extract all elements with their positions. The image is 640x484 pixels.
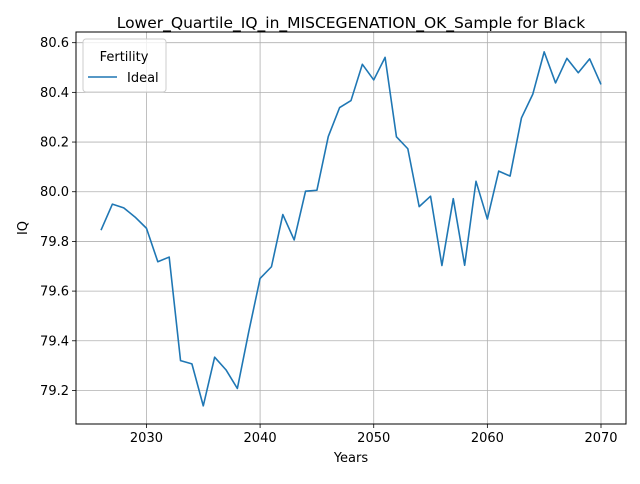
- legend: Fertility Ideal: [82, 38, 167, 93]
- series-line-ideal: [100, 51, 602, 407]
- x-tick-label: 2060: [471, 431, 504, 446]
- axis-ticks: 2030 2040 2050 2060 2070 79.2 79.4 79.6 79.8 80.0…: [40, 36, 618, 446]
- series-lines: [100, 51, 602, 407]
- y-tick-label: 79.4: [40, 334, 69, 349]
- x-tick-label: 2070: [584, 431, 617, 446]
- plot-frame: [75, 31, 627, 425]
- y-tick-label: 80.4: [40, 86, 69, 101]
- y-tick-label: 79.8: [40, 235, 69, 250]
- y-axis-label: IQ: [16, 221, 31, 235]
- x-tick-label: 2050: [357, 431, 390, 446]
- y-tick-label: 79.6: [40, 285, 69, 300]
- legend-box: [82, 38, 167, 93]
- x-tick-label: 2040: [244, 431, 277, 446]
- y-tick-label: 80.2: [40, 136, 69, 151]
- chart-title: Lower_Quartile_IQ_in_MISCEGENATION_OK_Sa…: [117, 14, 586, 33]
- y-tick-label: 80.0: [40, 185, 69, 200]
- grid-lines: [76, 32, 626, 424]
- x-axis-label: Years: [333, 451, 369, 466]
- legend-title: Fertility: [100, 50, 149, 65]
- legend-entry-ideal: Ideal: [127, 71, 159, 86]
- y-tick-label: 80.6: [40, 36, 69, 51]
- x-tick-label: 2030: [130, 431, 163, 446]
- y-tick-label: 79.2: [40, 384, 69, 399]
